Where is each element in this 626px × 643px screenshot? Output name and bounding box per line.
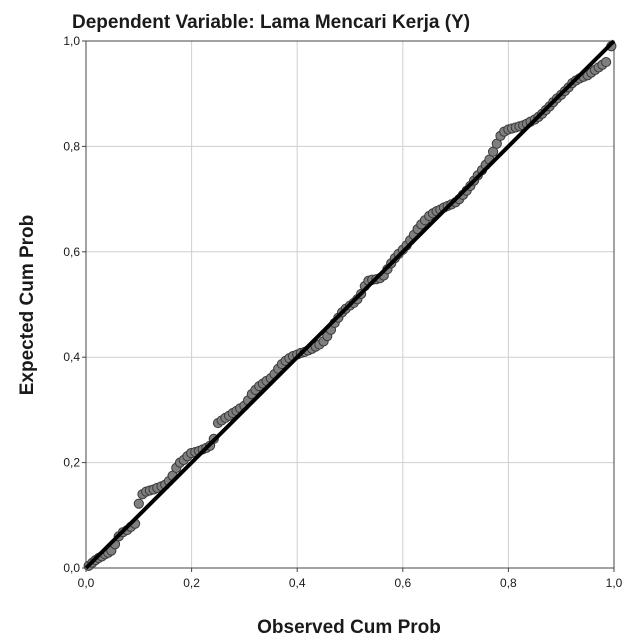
y-tick-label: 0,8 (63, 139, 80, 153)
x-tick-label: 0,2 (183, 576, 200, 590)
reference-line (84, 39, 616, 570)
x-tick-label: 0,0 (78, 576, 95, 590)
y-tick-label: 0,4 (63, 350, 80, 364)
plot-frame (85, 40, 615, 569)
x-tick-label: 0,6 (394, 576, 411, 590)
x-tick-label: 0,4 (289, 576, 306, 590)
x-axis-label: Observed Cum Prob (257, 617, 441, 638)
x-tick-label: 1,0 (606, 576, 623, 590)
data-point (133, 498, 144, 509)
y-tick-label: 1,0 (63, 34, 80, 48)
x-tick-label: 0,8 (500, 576, 517, 590)
chart-title: Dependent Variable: Lama Mencari Kerja (… (72, 12, 470, 33)
y-tick-labels: 0,0 0,2 0,4 0,6 0,8 1,0 (63, 34, 80, 575)
y-tick-label: 0,6 (63, 245, 80, 259)
x-tick-labels: 0,0 0,2 0,4 0,6 0,8 1,0 (78, 576, 623, 590)
data-point (600, 56, 612, 68)
y-tick-label: 0,2 (63, 456, 80, 470)
y-axis-label: Expected Cum Prob (17, 215, 38, 396)
y-tick-label: 0,0 (63, 561, 80, 575)
